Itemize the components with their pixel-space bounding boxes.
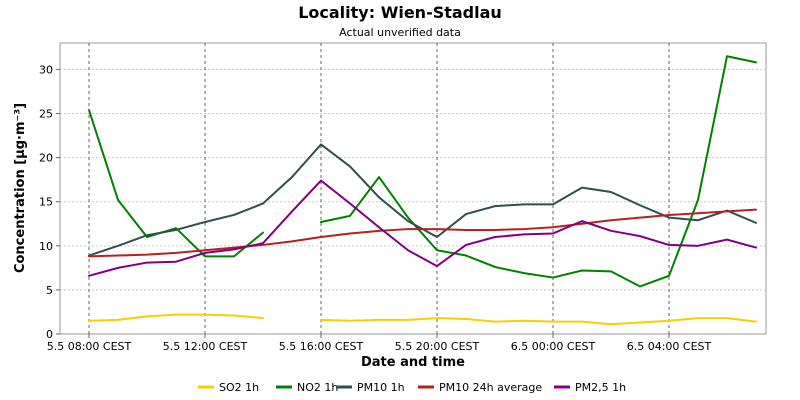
y-tick-label: 20 bbox=[39, 152, 53, 165]
plot-area bbox=[59, 42, 767, 335]
y-tick-label: 30 bbox=[39, 63, 53, 76]
series-line-1 bbox=[320, 55, 757, 288]
x-axis-label: Date and time bbox=[361, 355, 465, 370]
y-axis-ticks: 0 5 10 15 20 25 30 bbox=[39, 63, 60, 341]
x-tick-label: 5.5 20:00 CEST bbox=[395, 340, 480, 353]
y-tick-label: 15 bbox=[39, 196, 53, 209]
chart-legend: SO2 1h NO2 1h PM10 1h PM10 24h average PM2,5… bbox=[198, 381, 626, 394]
chart-title: Locality: Wien-Stadlau bbox=[298, 3, 502, 22]
series-line-0 bbox=[88, 313, 264, 322]
series-line-4 bbox=[88, 179, 757, 277]
x-tick-label: 5.5 12:00 CEST bbox=[163, 340, 248, 353]
y-tick-label: 25 bbox=[39, 108, 53, 121]
series-line-1 bbox=[88, 109, 264, 258]
legend-label: NO2 1h bbox=[297, 381, 338, 394]
chart-subtitle: Actual unverified data bbox=[339, 26, 461, 39]
x-axis-ticks: 5.5 08:00 CEST 5.5 12:00 CEST 5.5 16:00 CE… bbox=[47, 334, 712, 353]
series-line-3 bbox=[88, 208, 757, 258]
grid-lines bbox=[60, 43, 766, 334]
legend-label: PM2,5 1h bbox=[575, 381, 626, 394]
y-tick-label: 10 bbox=[39, 240, 53, 253]
x-tick-label: 6.5 04:00 CEST bbox=[627, 340, 712, 353]
legend-label: PM10 24h average bbox=[439, 381, 542, 394]
series-line-0 bbox=[320, 317, 757, 326]
data-series bbox=[88, 55, 757, 326]
y-axis-label: Concentration [µg·m⁻³] bbox=[13, 103, 28, 273]
x-tick-label: 5.5 16:00 CEST bbox=[279, 340, 364, 353]
y-tick-label: 5 bbox=[46, 284, 53, 297]
y-tick-label: 0 bbox=[46, 328, 53, 341]
x-tick-label: 5.5 08:00 CEST bbox=[47, 340, 132, 353]
x-tick-label: 6.5 00:00 CEST bbox=[511, 340, 596, 353]
legend-label: SO2 1h bbox=[219, 381, 259, 394]
legend-label: PM10 1h bbox=[357, 381, 405, 394]
